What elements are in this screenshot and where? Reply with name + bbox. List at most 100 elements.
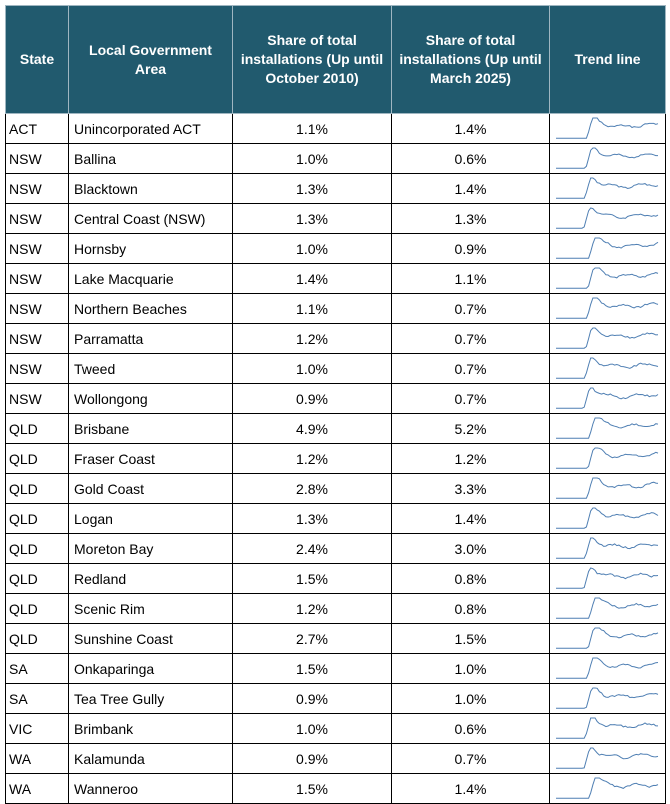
sparkline-path: [556, 447, 659, 469]
header-share-mar-2025: Share of total installations (Up until M…: [391, 5, 550, 114]
share-oct-2010-cell: 0.9%: [232, 743, 392, 774]
trend-line-cell: [549, 443, 666, 474]
trend-sparkline: [556, 267, 659, 289]
share-mar-2025-cell: 1.1%: [391, 263, 550, 294]
share-oct-2010-cell: 2.4%: [232, 533, 392, 564]
area-cell: Unincorporated ACT: [68, 113, 233, 144]
area-cell: Lake Macquarie: [68, 263, 233, 294]
share-mar-2025-cell: 0.7%: [391, 293, 550, 324]
state-cell: WA: [5, 773, 69, 804]
trend-line-cell: [549, 593, 666, 624]
trend-line-cell: [549, 503, 666, 534]
sparkline-path: [556, 747, 659, 769]
area-cell: Northern Beaches: [68, 293, 233, 324]
trend-line-cell: [549, 623, 666, 654]
area-cell: Redland: [68, 563, 233, 594]
share-mar-2025-cell: 1.0%: [391, 683, 550, 714]
share-oct-2010-cell: 1.3%: [232, 203, 392, 234]
state-cell: NSW: [5, 353, 69, 384]
table-row: NSW Tweed 1.0% 0.7%: [5, 353, 666, 384]
table-row: NSW Blacktown 1.3% 1.4%: [5, 173, 666, 204]
share-oct-2010-cell: 1.2%: [232, 323, 392, 354]
share-oct-2010-cell: 1.5%: [232, 563, 392, 594]
sparkline-path: [556, 147, 658, 169]
area-cell: Kalamunda: [68, 743, 233, 774]
table-row: NSW Wollongong 0.9% 0.7%: [5, 383, 666, 414]
share-mar-2025-cell: 3.3%: [391, 473, 550, 504]
share-mar-2025-cell: 1.5%: [391, 623, 550, 654]
trend-sparkline: [556, 387, 659, 409]
area-cell: Scenic Rim: [68, 593, 233, 624]
installations-table: State Local Government Area Share of tot…: [5, 5, 666, 804]
trend-sparkline: [556, 687, 659, 709]
trend-sparkline: [556, 537, 659, 559]
state-cell: ACT: [5, 113, 69, 144]
trend-sparkline: [556, 657, 659, 679]
state-cell: NSW: [5, 233, 69, 264]
area-cell: Hornsby: [68, 233, 233, 264]
trend-sparkline: [556, 417, 659, 439]
state-cell: NSW: [5, 323, 69, 354]
table-row: NSW Hornsby 1.0% 0.9%: [5, 233, 666, 264]
trend-line-cell: [549, 353, 666, 384]
table-row: NSW Northern Beaches 1.1% 0.7%: [5, 293, 666, 324]
share-oct-2010-cell: 1.3%: [232, 503, 392, 534]
header-share-oct-2010: Share of total installations (Up until O…: [232, 5, 392, 114]
state-cell: QLD: [5, 563, 69, 594]
table-row: SA Onkaparinga 1.5% 1.0%: [5, 653, 666, 684]
sparkline-path: [556, 207, 659, 229]
trend-line-cell: [549, 263, 666, 294]
state-cell: WA: [5, 743, 69, 774]
area-cell: Blacktown: [68, 173, 233, 204]
table-row: QLD Sunshine Coast 2.7% 1.5%: [5, 623, 666, 654]
sparkline-path: [556, 537, 659, 559]
trend-sparkline: [556, 447, 659, 469]
sparkline-path: [556, 717, 658, 739]
trend-sparkline: [556, 177, 659, 199]
share-mar-2025-cell: 0.9%: [391, 233, 550, 264]
trend-line-cell: [549, 203, 666, 234]
table-row: SA Tea Tree Gully 0.9% 1.0%: [5, 683, 666, 714]
sparkline-path: [556, 417, 659, 439]
sparkline-path: [556, 507, 659, 529]
share-mar-2025-cell: 1.3%: [391, 203, 550, 234]
state-cell: NSW: [5, 263, 69, 294]
table-row: NSW Ballina 1.0% 0.6%: [5, 143, 666, 174]
state-cell: NSW: [5, 293, 69, 324]
share-mar-2025-cell: 0.7%: [391, 383, 550, 414]
sparkline-path: [556, 477, 659, 499]
trend-line-cell: [549, 653, 666, 684]
area-cell: Parramatta: [68, 323, 233, 354]
table-row: NSW Parramatta 1.2% 0.7%: [5, 323, 666, 354]
share-oct-2010-cell: 1.5%: [232, 653, 392, 684]
area-cell: Ballina: [68, 143, 233, 174]
trend-line-cell: [549, 533, 666, 564]
table-row: WA Kalamunda 0.9% 0.7%: [5, 743, 666, 774]
share-oct-2010-cell: 4.9%: [232, 413, 392, 444]
table-row: NSW Lake Macquarie 1.4% 1.1%: [5, 263, 666, 294]
share-mar-2025-cell: 5.2%: [391, 413, 550, 444]
trend-sparkline: [556, 507, 659, 529]
share-oct-2010-cell: 1.5%: [232, 773, 392, 804]
trend-sparkline: [556, 357, 659, 379]
trend-line-cell: [549, 143, 666, 174]
area-cell: Moreton Bay: [68, 533, 233, 564]
trend-line-cell: [549, 683, 666, 714]
state-cell: SA: [5, 653, 69, 684]
table-row: QLD Fraser Coast 1.2% 1.2%: [5, 443, 666, 474]
trend-line-cell: [549, 293, 666, 324]
table-row: QLD Redland 1.5% 0.8%: [5, 563, 666, 594]
trend-sparkline: [556, 297, 659, 319]
share-mar-2025-cell: 0.7%: [391, 323, 550, 354]
trend-sparkline: [556, 567, 659, 589]
share-oct-2010-cell: 1.3%: [232, 173, 392, 204]
share-oct-2010-cell: 1.0%: [232, 353, 392, 384]
share-mar-2025-cell: 3.0%: [391, 533, 550, 564]
share-mar-2025-cell: 0.7%: [391, 743, 550, 774]
trend-sparkline: [556, 717, 658, 739]
state-cell: QLD: [5, 623, 69, 654]
share-oct-2010-cell: 1.0%: [232, 233, 392, 264]
header-area: Local Government Area: [68, 5, 233, 114]
area-cell: Sunshine Coast: [68, 623, 233, 654]
area-cell: Onkaparinga: [68, 653, 233, 684]
